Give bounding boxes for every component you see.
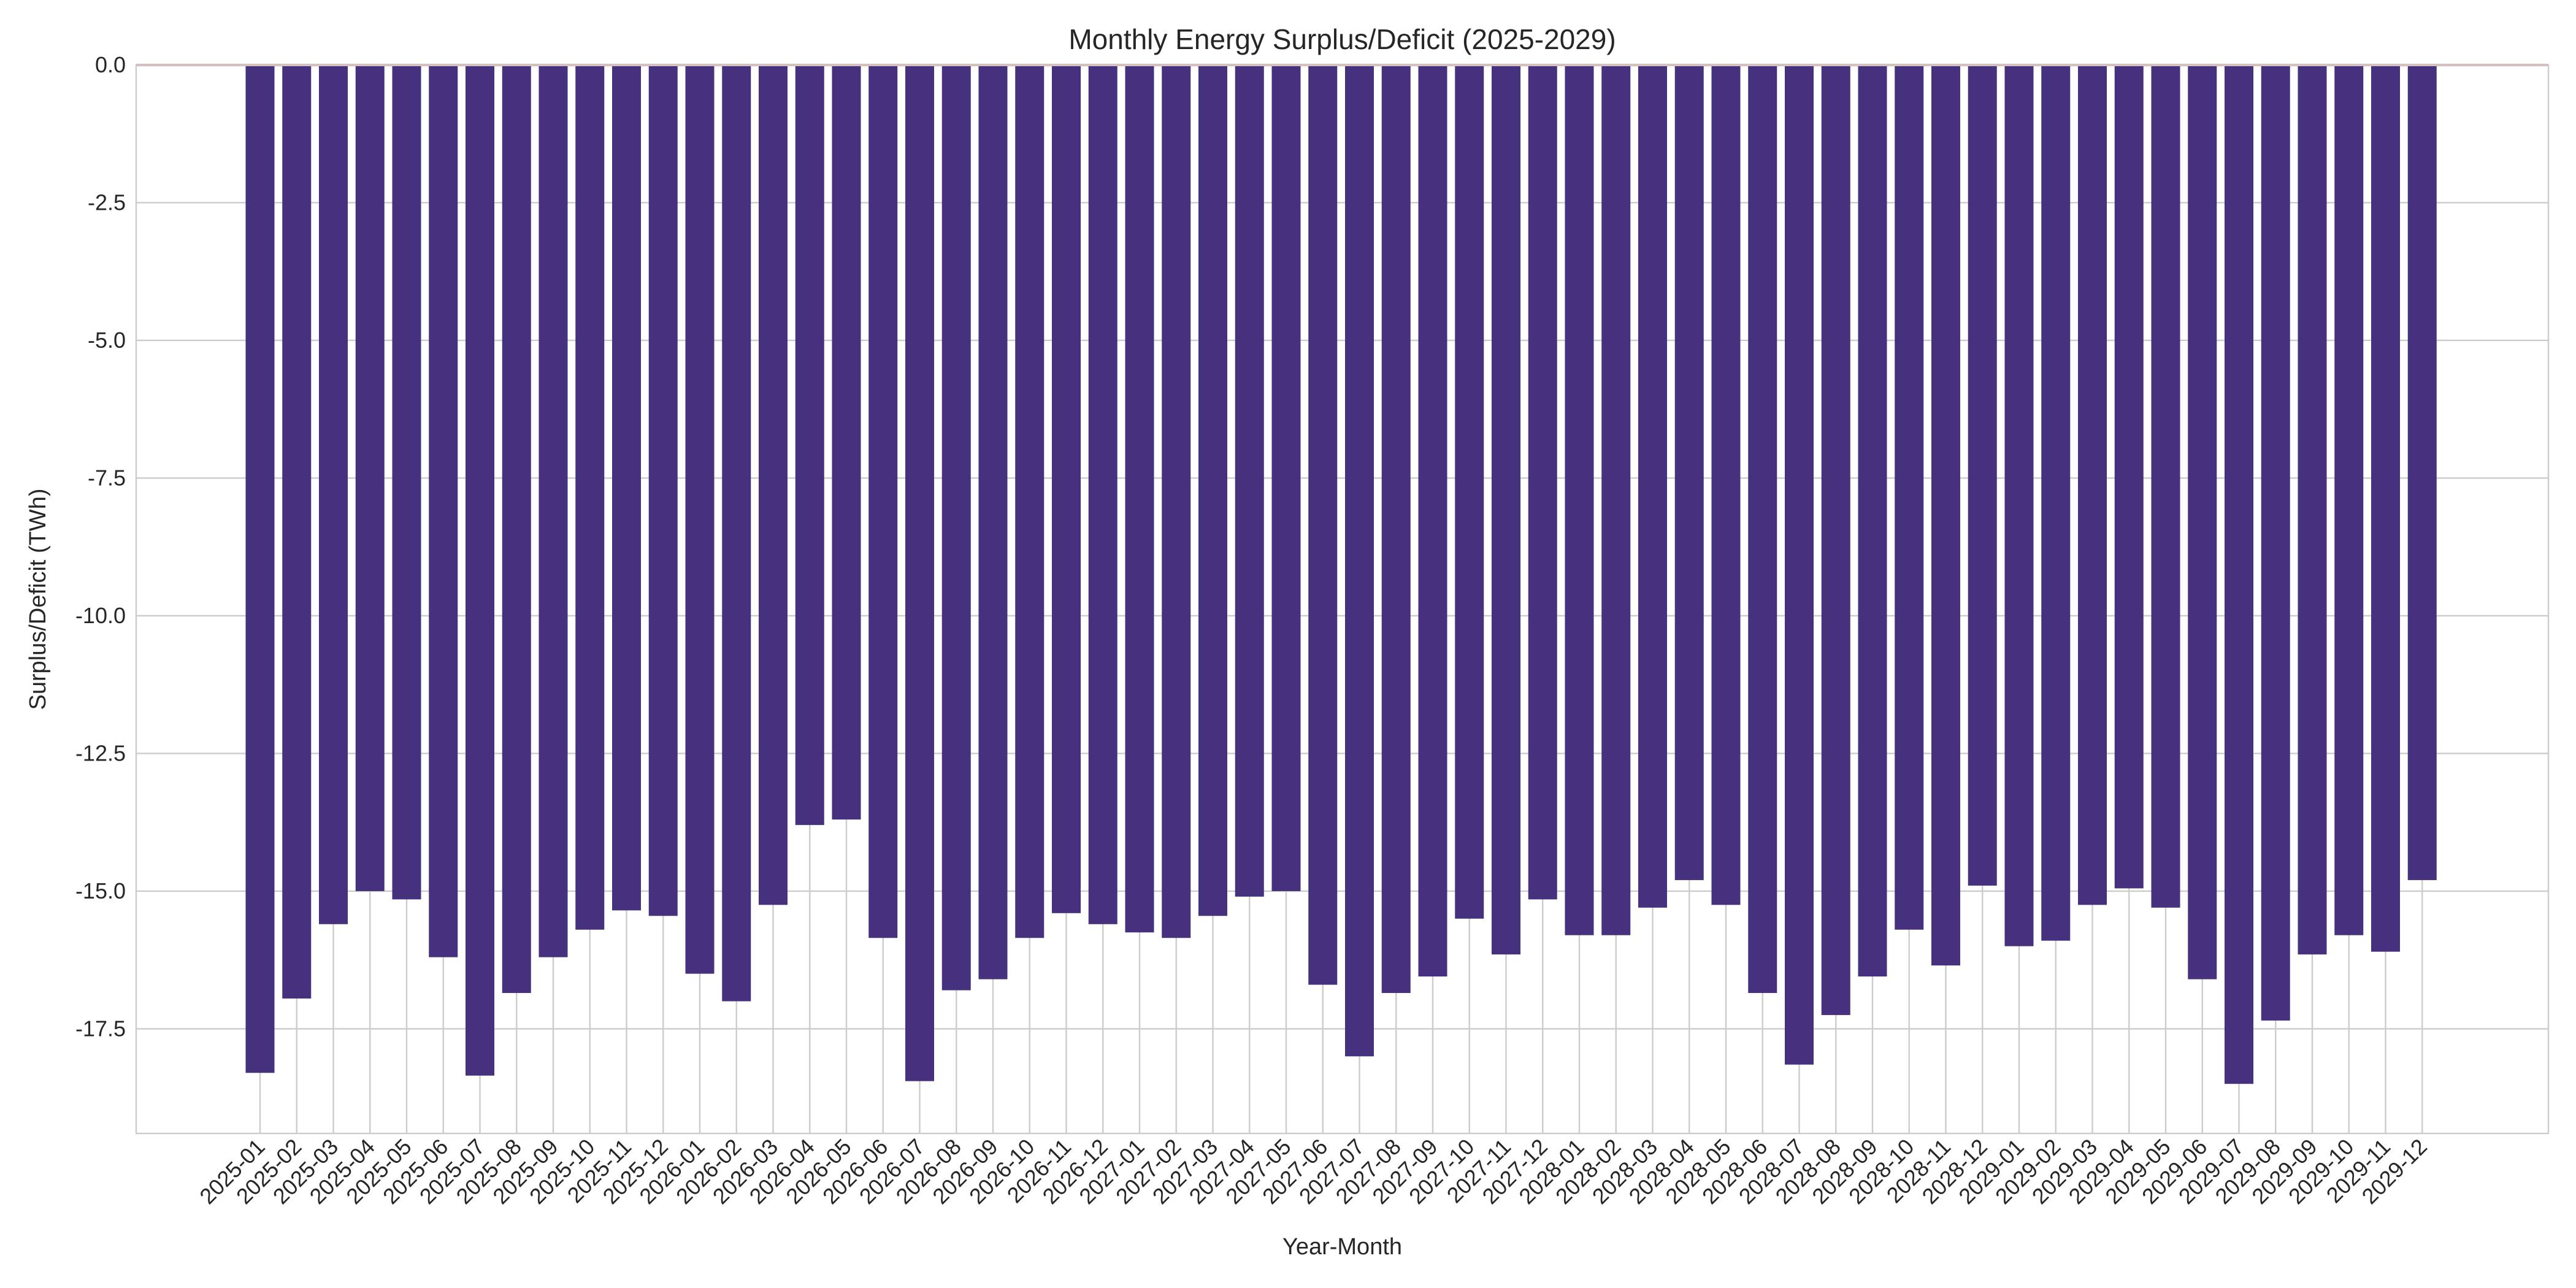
bar bbox=[282, 65, 312, 999]
bar bbox=[941, 65, 971, 991]
y-tick-label: -17.5 bbox=[75, 1016, 126, 1041]
bar bbox=[2078, 65, 2107, 905]
bar bbox=[1162, 65, 1191, 938]
x-tick-labels: 2025-012025-022025-032025-042025-052025-… bbox=[194, 1134, 2432, 1209]
bar bbox=[466, 65, 494, 1076]
bar bbox=[1528, 65, 1557, 900]
bar bbox=[1638, 65, 1667, 908]
bar bbox=[1968, 65, 1997, 886]
bar bbox=[868, 65, 898, 938]
bar bbox=[1198, 65, 1227, 916]
bar bbox=[2371, 65, 2400, 952]
bar bbox=[722, 65, 751, 1002]
bar bbox=[1015, 65, 1045, 938]
bar bbox=[832, 65, 861, 820]
bar bbox=[1381, 65, 1411, 994]
bars bbox=[245, 65, 2437, 1084]
y-tick-label: -5.0 bbox=[88, 328, 126, 353]
y-tick-label: 0.0 bbox=[95, 52, 126, 77]
bar bbox=[1418, 65, 1447, 977]
bar bbox=[1345, 65, 1374, 1057]
bar bbox=[2334, 65, 2364, 935]
bar bbox=[685, 65, 715, 974]
bar bbox=[502, 65, 531, 994]
bar bbox=[392, 65, 421, 900]
y-tick-label: -12.5 bbox=[75, 740, 126, 765]
bar bbox=[575, 65, 605, 930]
y-tick-label: -10.0 bbox=[75, 603, 126, 628]
bar bbox=[1785, 65, 1814, 1065]
bar bbox=[2188, 65, 2217, 979]
bar bbox=[795, 65, 824, 826]
bar bbox=[1052, 65, 1081, 913]
bar bbox=[2298, 65, 2327, 955]
bar bbox=[2261, 65, 2290, 1021]
bar bbox=[2225, 65, 2253, 1084]
bar bbox=[2151, 65, 2180, 908]
bar bbox=[2004, 65, 2034, 946]
bar bbox=[2407, 65, 2437, 880]
bar bbox=[1821, 65, 1850, 1015]
y-axis-title: Surplus/Deficit (TWh) bbox=[25, 488, 51, 710]
y-tick-labels: 0.0 -2.5 -5.0 -7.5 -10.0 -12.5 -15.0 -17.5 bbox=[75, 52, 126, 1041]
bar bbox=[2041, 65, 2071, 941]
chart-title: Monthly Energy Surplus/Deficit (2025-202… bbox=[1068, 23, 1616, 55]
bar bbox=[905, 65, 934, 1081]
bar bbox=[355, 65, 385, 891]
bar bbox=[429, 65, 458, 957]
bar bbox=[539, 65, 568, 957]
bar bbox=[2114, 65, 2144, 889]
bar bbox=[1748, 65, 1777, 994]
grid-lines bbox=[136, 64, 2548, 1133]
bar bbox=[1271, 65, 1301, 891]
bar bbox=[1308, 65, 1338, 985]
bar bbox=[1601, 65, 1631, 935]
bar bbox=[612, 65, 641, 911]
bar bbox=[1895, 65, 1924, 930]
bar bbox=[1931, 65, 1960, 966]
bar bbox=[319, 65, 348, 924]
y-tick-label: -15.0 bbox=[75, 878, 126, 903]
bar bbox=[1235, 65, 1264, 897]
y-tick-label: -2.5 bbox=[88, 190, 126, 215]
bar bbox=[1674, 65, 1704, 880]
plot-frame bbox=[135, 64, 2550, 1135]
bar bbox=[1492, 65, 1520, 955]
bar bbox=[1455, 65, 1484, 919]
bar bbox=[978, 65, 1008, 979]
bar bbox=[245, 65, 275, 1073]
bar bbox=[1858, 65, 1887, 977]
y-tick-label: -7.5 bbox=[88, 465, 126, 490]
bar bbox=[1125, 65, 1154, 933]
x-axis-title: Year-Month bbox=[1282, 1234, 1402, 1260]
bar bbox=[1711, 65, 1741, 905]
bar bbox=[759, 65, 788, 905]
bar bbox=[1088, 65, 1117, 924]
bar bbox=[1565, 65, 1594, 935]
bar bbox=[648, 65, 678, 916]
